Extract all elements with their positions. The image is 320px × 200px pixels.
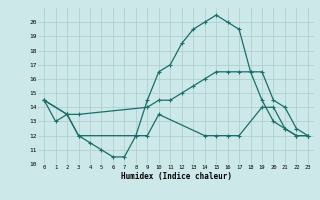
X-axis label: Humidex (Indice chaleur): Humidex (Indice chaleur)	[121, 172, 231, 181]
